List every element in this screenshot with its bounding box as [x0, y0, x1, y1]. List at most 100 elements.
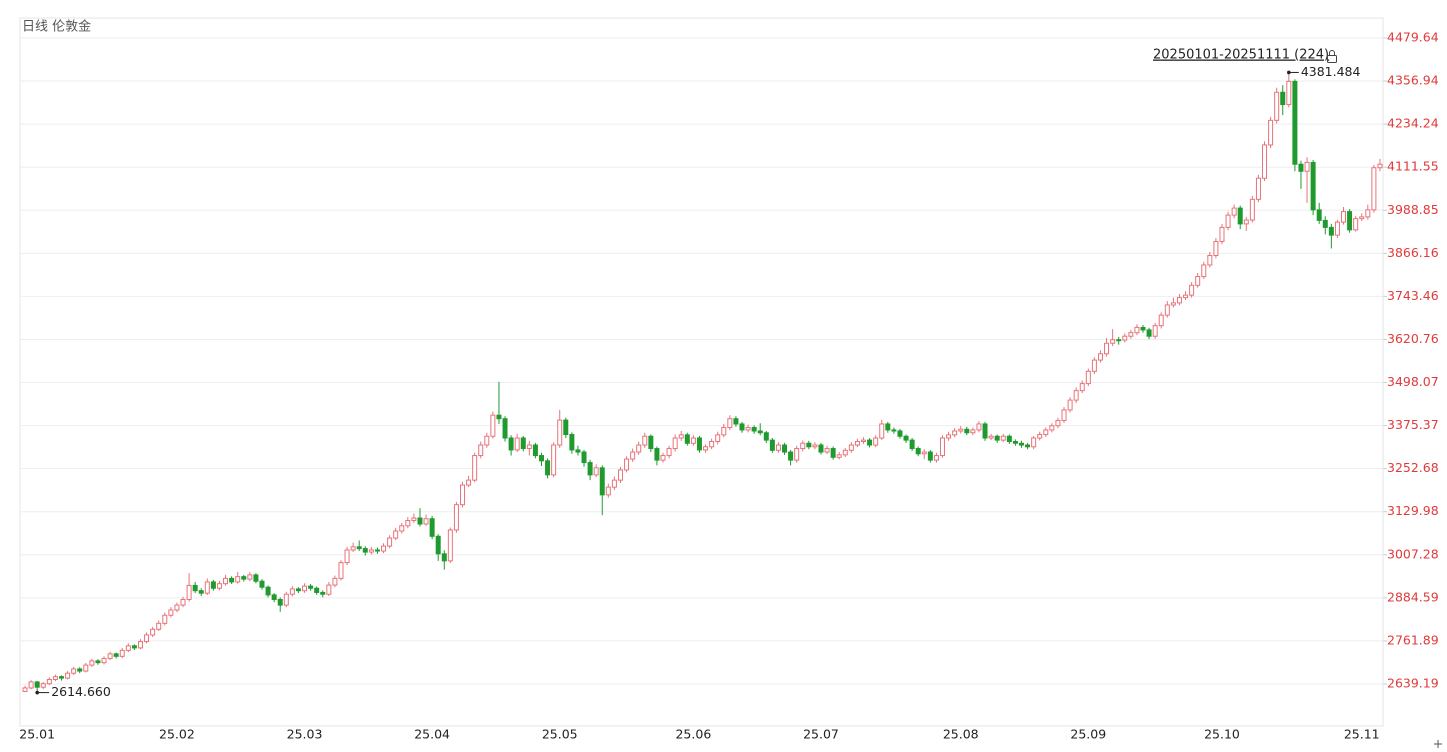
max-pointer-dot [1287, 70, 1291, 75]
x-tick-label: 25.10 [1204, 727, 1240, 742]
candle-body [873, 437, 879, 446]
candle-body [520, 437, 526, 450]
candle-body [235, 576, 241, 583]
candle-body [988, 435, 994, 439]
candle-body [241, 576, 247, 580]
candle-body [751, 426, 757, 432]
candle-body [672, 437, 678, 450]
candle-body [624, 458, 630, 471]
candle-body [137, 641, 143, 649]
candle-body [77, 668, 83, 672]
candle-body [958, 428, 964, 432]
plot-frame [19, 17, 1384, 727]
candle-body [107, 653, 113, 659]
candle-body [757, 430, 763, 434]
candle-body [1207, 254, 1213, 266]
candle-body [1195, 276, 1201, 286]
candle-body [302, 585, 308, 592]
candle-body [1152, 325, 1158, 337]
candle-body [180, 598, 186, 606]
candle-body [308, 585, 314, 589]
candle-body [1243, 219, 1249, 225]
candle-body [684, 434, 690, 444]
min-pointer-dot [35, 690, 39, 695]
candle-body [1280, 91, 1286, 106]
candle-body [739, 423, 745, 431]
candle-body [1018, 442, 1024, 446]
crosshair-icon [1434, 740, 1442, 748]
candle-body [545, 460, 551, 476]
candle-body [1255, 177, 1261, 200]
candle-body [332, 577, 338, 586]
candle-body [150, 628, 156, 636]
candle-body [229, 577, 235, 583]
candle-body [1110, 339, 1116, 344]
y-tick-label: 4479.64 [1387, 29, 1439, 44]
candle-body [113, 653, 119, 657]
candle-body [1067, 399, 1073, 411]
candle-body [1219, 226, 1225, 242]
candle-body [1079, 383, 1085, 392]
candle-body [1262, 144, 1268, 179]
range-label[interactable]: 20250101-20251111 (224) [1153, 48, 1329, 63]
candle-body [374, 549, 380, 552]
candle-body [794, 448, 800, 461]
candle-body [630, 451, 636, 460]
lock-icon[interactable] [1327, 50, 1337, 63]
candle-body [581, 451, 587, 464]
candle-body [1292, 80, 1298, 165]
candle-body [1231, 207, 1237, 216]
candle-body [1225, 214, 1231, 228]
candle-body [28, 681, 34, 689]
candle-body [508, 437, 514, 451]
y-tick-label: 3866.16 [1387, 245, 1439, 260]
x-tick-label: 25.07 [803, 727, 839, 742]
candle-body [1146, 329, 1152, 337]
candle-body [1371, 167, 1377, 211]
candle-body [314, 587, 320, 593]
candle-body [660, 455, 666, 461]
candle-body [289, 588, 295, 595]
candle-body [381, 545, 387, 552]
candle-body [666, 448, 672, 457]
candle-body [921, 451, 927, 455]
candle-body [125, 645, 131, 651]
candle-body [1158, 314, 1164, 327]
candle-body [903, 435, 909, 441]
candle-body [119, 649, 125, 657]
candle-body [952, 430, 958, 436]
candle-body [1341, 211, 1347, 223]
candle-body [441, 553, 447, 562]
candle-body [259, 580, 265, 588]
candle-body [812, 444, 818, 448]
candle-body [83, 664, 89, 672]
y-tick-label: 3743.46 [1387, 288, 1439, 303]
candle-body [1359, 216, 1365, 220]
candle-body [733, 418, 739, 425]
x-tick-label: 25.06 [675, 727, 711, 742]
candle-body [575, 449, 581, 453]
y-tick-label: 3129.98 [1387, 503, 1439, 518]
candle-body [818, 444, 824, 453]
candle-body [970, 429, 976, 434]
candle-body [295, 588, 301, 592]
candle-body [1000, 435, 1006, 441]
candle-body [1377, 163, 1383, 169]
x-tick-label: 25.11 [1344, 727, 1380, 742]
candle-body [1073, 390, 1079, 401]
candle-body [551, 444, 557, 476]
candle-body [22, 687, 28, 692]
y-tick-label: 3620.76 [1387, 331, 1439, 346]
candle-body [484, 435, 490, 446]
candle-body [861, 439, 867, 443]
candle-body [399, 525, 405, 532]
candle-body [131, 645, 137, 649]
candle-body [472, 455, 478, 481]
candle-body [223, 577, 229, 585]
max-label: 4381.484 [1301, 64, 1361, 79]
candle-body [144, 634, 150, 643]
candle-body [186, 584, 192, 600]
candle-body [593, 467, 599, 476]
candle-body [502, 418, 508, 439]
candle-body [745, 426, 751, 431]
